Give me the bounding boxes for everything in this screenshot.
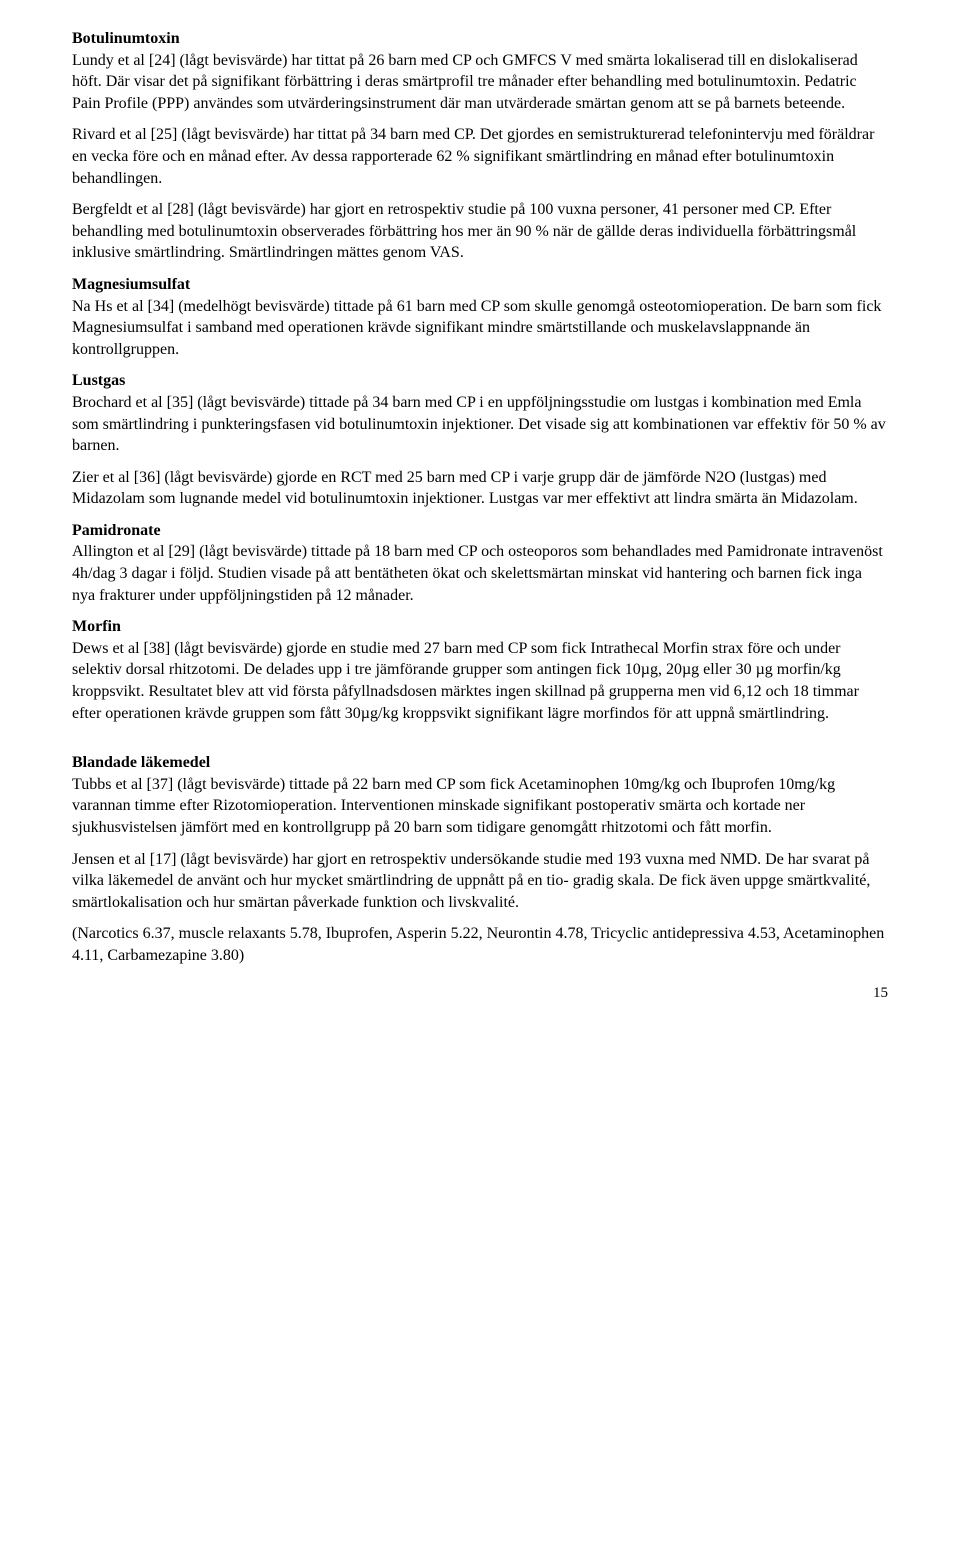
page-number: 15 bbox=[72, 983, 888, 1003]
heading-pamidronate: Pamidronate bbox=[72, 520, 888, 542]
heading-blandade: Blandade läkemedel bbox=[72, 752, 888, 774]
paragraph: Jensen et al [17] (lågt bevisvärde) har … bbox=[72, 849, 888, 914]
section-botulinumtoxin: Botulinumtoxin Lundy et al [24] (lågt be… bbox=[72, 28, 888, 264]
paragraph: Zier et al [36] (lågt bevisvärde) gjorde… bbox=[72, 467, 888, 510]
paragraph: Allington et al [29] (lågt bevisvärde) t… bbox=[72, 541, 888, 606]
document-body: Botulinumtoxin Lundy et al [24] (lågt be… bbox=[72, 28, 888, 1003]
section-magnesiumsulfat: Magnesiumsulfat Na Hs et al [34] (medelh… bbox=[72, 274, 888, 360]
section-lustgas: Lustgas Brochard et al [35] (lågt bevisv… bbox=[72, 370, 888, 510]
paragraph: Tubbs et al [37] (lågt bevisvärde) titta… bbox=[72, 774, 888, 839]
paragraph: (Narcotics 6.37, muscle relaxants 5.78, … bbox=[72, 923, 888, 966]
heading-morfin: Morfin bbox=[72, 616, 888, 638]
heading-botulinumtoxin: Botulinumtoxin bbox=[72, 28, 888, 50]
section-pamidronate: Pamidronate Allington et al [29] (lågt b… bbox=[72, 520, 888, 606]
paragraph: Lundy et al [24] (lågt bevisvärde) har t… bbox=[72, 50, 888, 115]
section-morfin: Morfin Dews et al [38] (lågt bevisvärde)… bbox=[72, 616, 888, 724]
paragraph: Na Hs et al [34] (medelhögt bevisvärde) … bbox=[72, 296, 888, 361]
heading-lustgas: Lustgas bbox=[72, 370, 888, 392]
paragraph: Bergfeldt et al [28] (lågt bevisvärde) h… bbox=[72, 199, 888, 264]
paragraph: Brochard et al [35] (lågt bevisvärde) ti… bbox=[72, 392, 888, 457]
heading-magnesiumsulfat: Magnesiumsulfat bbox=[72, 274, 888, 296]
paragraph: Rivard et al [25] (lågt bevisvärde) har … bbox=[72, 124, 888, 189]
section-blandade: Blandade läkemedel Tubbs et al [37] (låg… bbox=[72, 752, 888, 966]
paragraph: Dews et al [38] (lågt bevisvärde) gjorde… bbox=[72, 638, 888, 724]
